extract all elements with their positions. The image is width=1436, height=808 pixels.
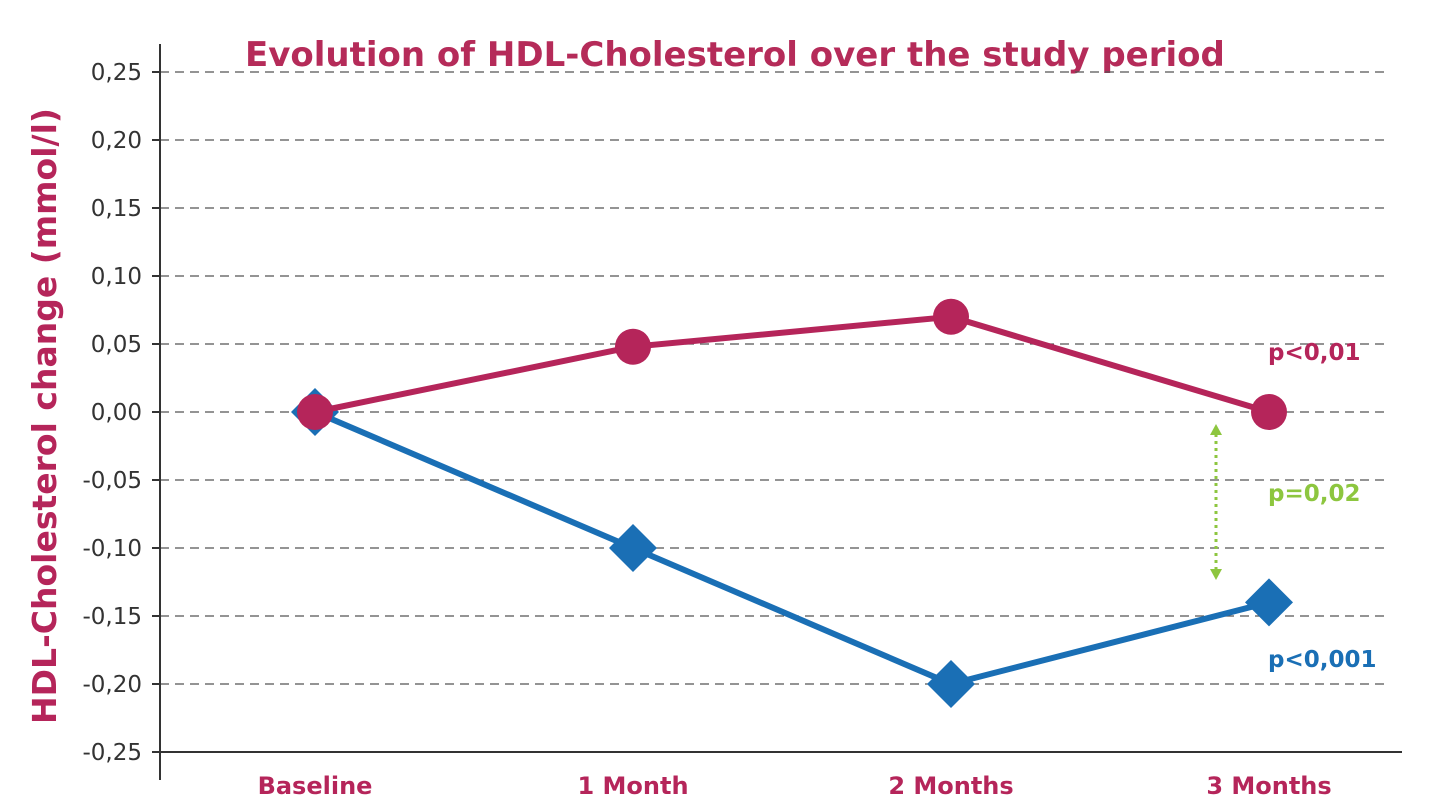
y-axis-label: HDL-Cholesterol change (mmol/l)	[25, 108, 64, 724]
y-tick-label: 0,05	[91, 332, 142, 358]
y-tick-label: -0,15	[82, 604, 142, 630]
gridlines	[160, 71, 1384, 685]
x-axis-ticks: Baseline 1 Month 2 Months 3 Months	[258, 772, 1332, 800]
y-tick-label: -0,05	[82, 468, 142, 494]
arrow-head-down	[1210, 569, 1222, 580]
data-point-diamond	[609, 524, 657, 572]
y-axis-ticks: 0,25 0,20 0,15 0,10 0,05 0,00 -0,05 -0,10 -0,15 -…	[82, 60, 160, 766]
annotations: p<0,01 p=0,02 p<0,001	[1210, 340, 1377, 673]
data-point-diamond	[1245, 578, 1293, 627]
y-tick-label: 0,15	[91, 196, 142, 222]
chart-title-part: HDL-Cholesterol	[487, 35, 798, 75]
p-value-annotation: p=0,02	[1268, 481, 1360, 507]
x-tick-label: 1 Month	[577, 772, 688, 800]
arrow-head-up	[1210, 424, 1222, 435]
y-tick-label: 0,25	[91, 60, 142, 86]
p-value-annotation: p<0,001	[1268, 647, 1377, 673]
x-tick-label: 3 Months	[1206, 772, 1331, 800]
y-tick-label: 0,20	[91, 128, 142, 154]
x-tick-label: Baseline	[258, 772, 373, 800]
series-line	[314, 313, 1270, 415]
data-point-circle	[1251, 394, 1287, 430]
data-point-circle	[615, 328, 651, 365]
series	[291, 298, 1293, 708]
chart-title: Evolution of HDL-Cholesterol over the st…	[245, 35, 1225, 75]
chart-title-part: over the study period	[798, 35, 1225, 75]
p-value-annotation: p<0,01	[1268, 340, 1360, 366]
series-line	[313, 409, 1270, 687]
data-point-circle	[297, 394, 333, 430]
y-tick-label: -0,25	[82, 740, 142, 766]
y-tick-label: 0,00	[91, 400, 142, 426]
x-tick-label: 2 Months	[888, 772, 1013, 800]
y-tick-label: -0,20	[82, 672, 142, 698]
y-tick-label: 0,10	[91, 264, 142, 290]
data-point-circle	[933, 298, 969, 335]
y-tick-label: -0,10	[82, 536, 142, 562]
series-circle	[297, 298, 1287, 430]
chart-title-part: Evolution of	[245, 35, 487, 75]
data-point-diamond	[927, 660, 975, 708]
